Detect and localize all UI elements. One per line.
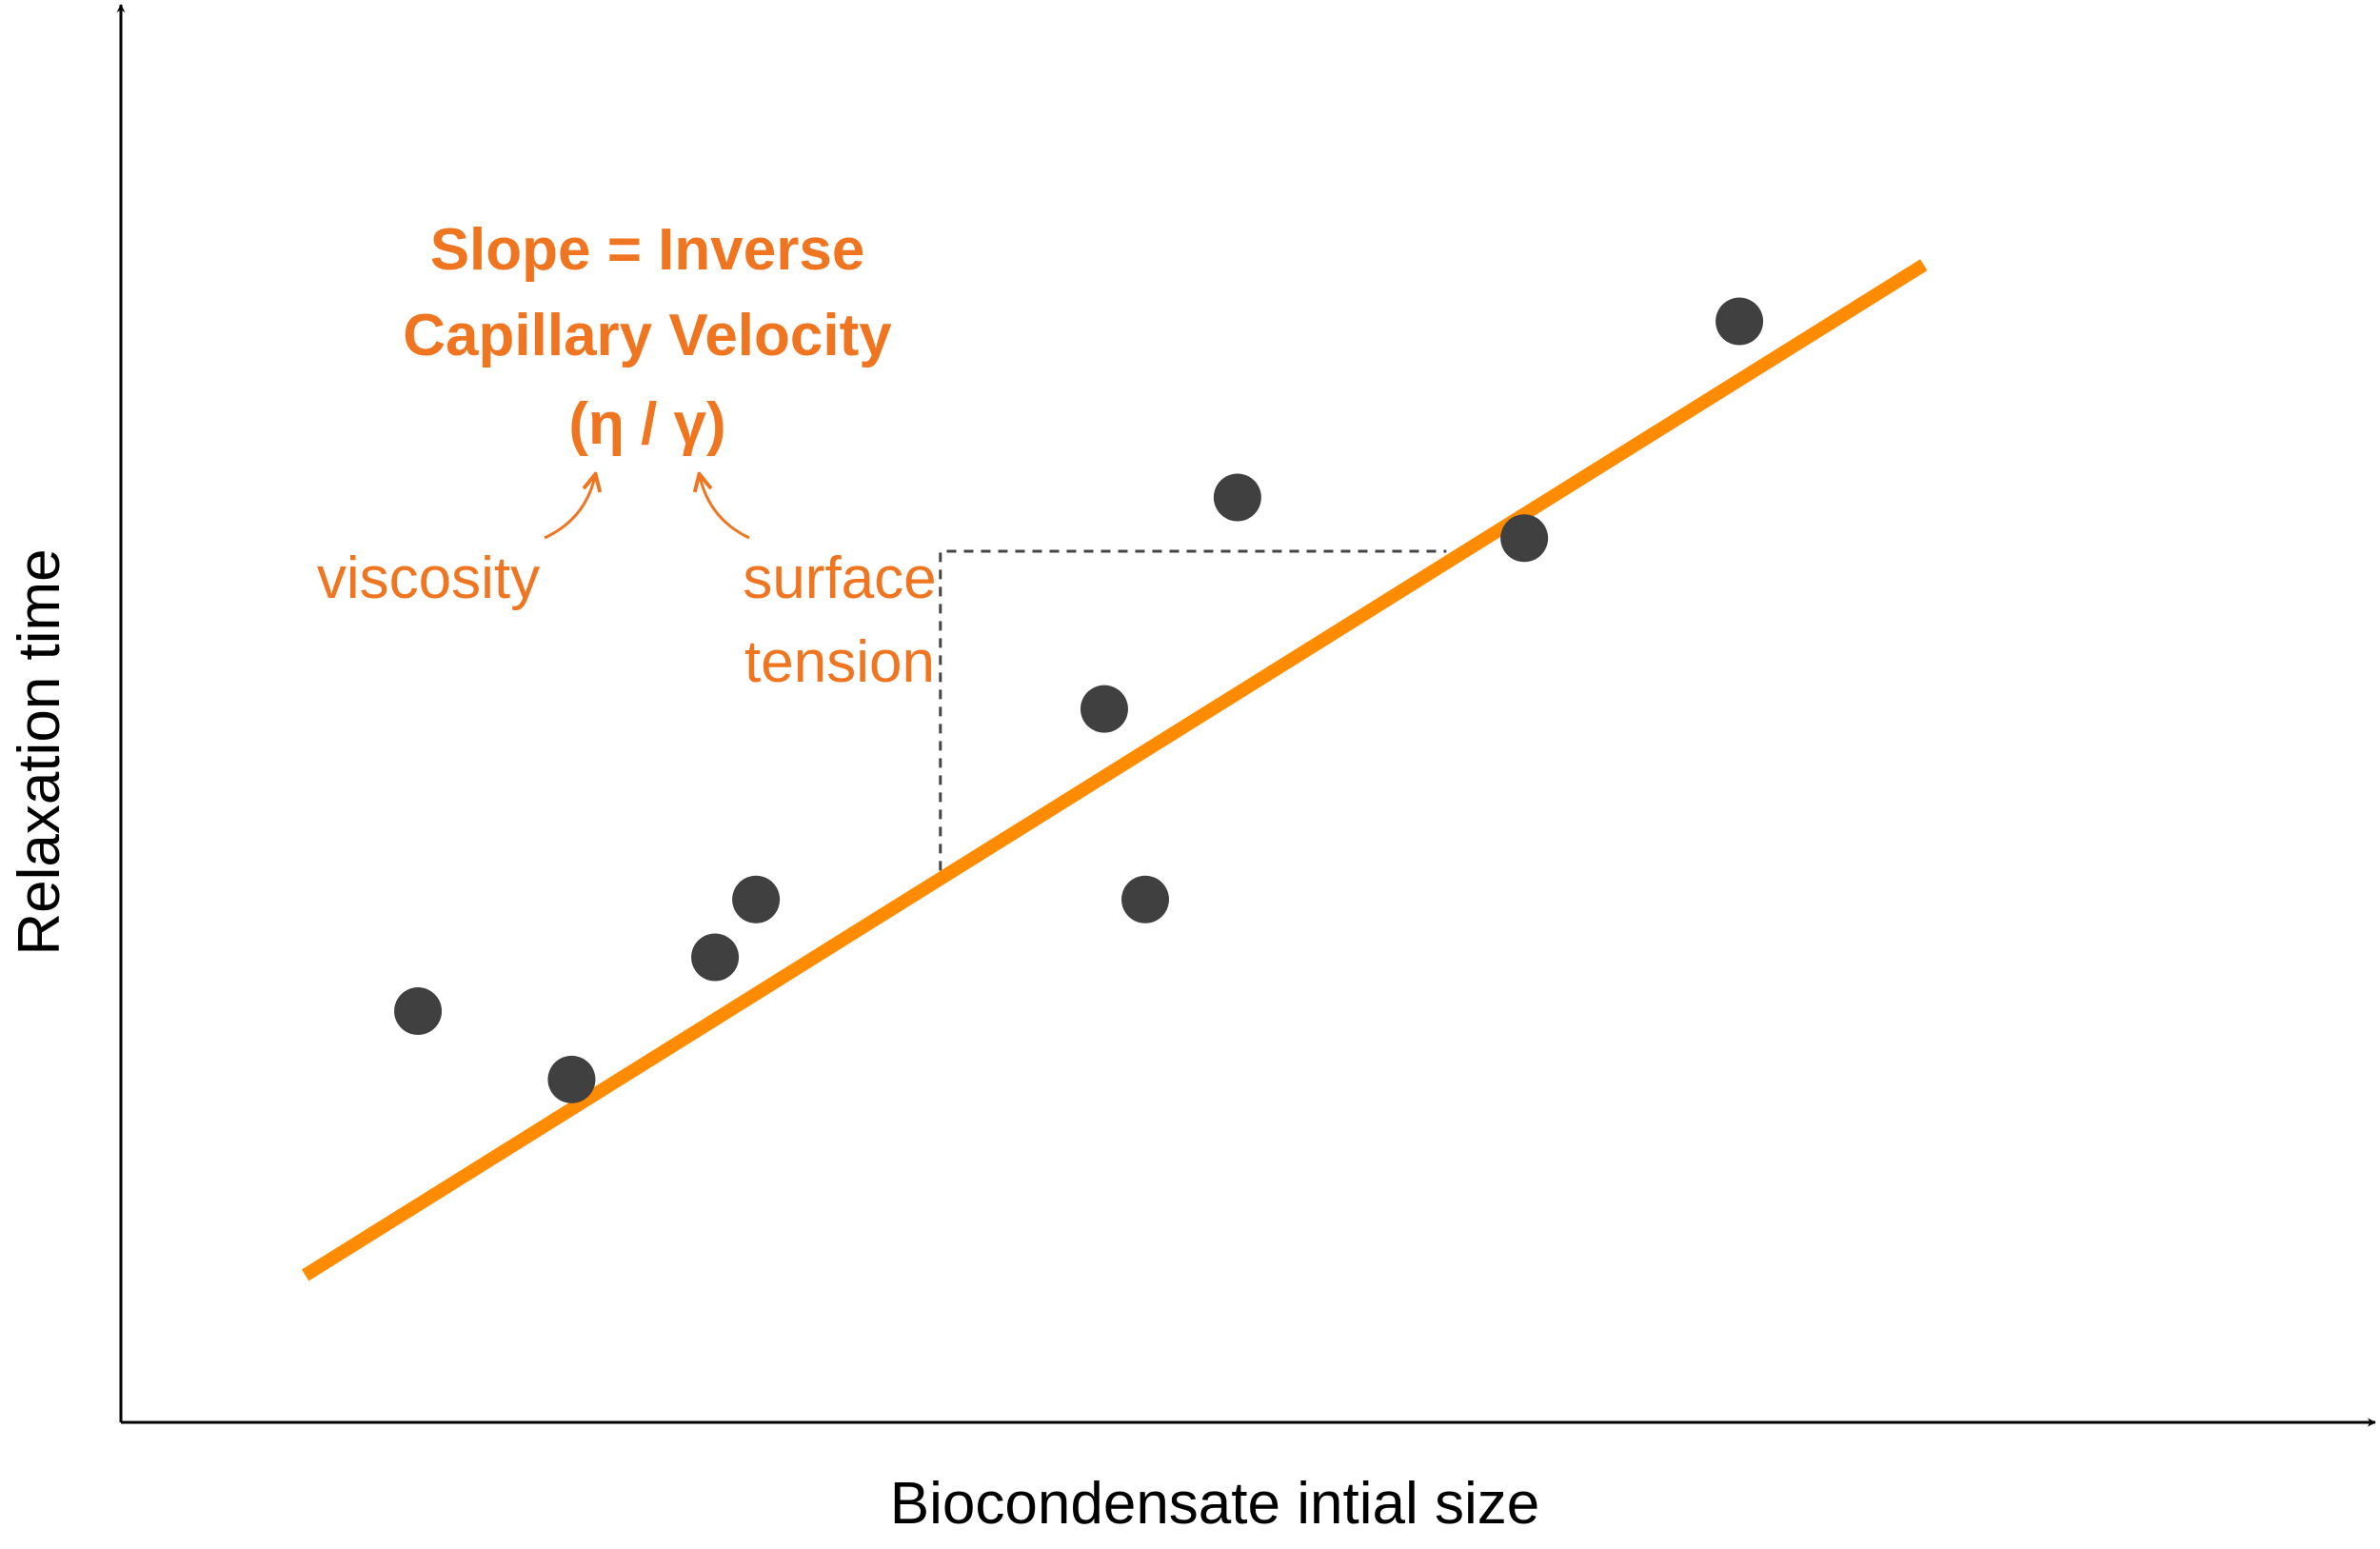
fit-line <box>301 259 1928 1281</box>
slope-annotation: Slope = Inverse Capillary Velocity (η / … <box>403 217 892 457</box>
data-point-6 <box>1121 875 1169 923</box>
slope-text-line-1: Slope = Inverse <box>430 217 865 283</box>
eta-arrow <box>544 476 595 540</box>
slope-text-line-3: (η / γ) <box>568 391 725 457</box>
slope-text-line-2: Capillary Velocity <box>403 303 892 368</box>
data-point-4 <box>732 875 781 923</box>
gamma-arrow <box>700 476 750 540</box>
data-point-3 <box>691 933 740 982</box>
surface-label: surface <box>743 546 936 611</box>
x-axis-label: Biocondensate intial size <box>890 1471 1539 1537</box>
data-point-7 <box>1213 473 1261 522</box>
data-point-2 <box>547 1055 596 1103</box>
data-point-9 <box>1716 297 1764 346</box>
data-point-5 <box>1080 685 1128 733</box>
data-points <box>394 297 1764 1103</box>
data-point-1 <box>394 987 443 1036</box>
data-point-8 <box>1500 514 1549 563</box>
viscosity-label: viscosity <box>317 546 540 611</box>
slope-triangle <box>939 549 1447 871</box>
y-axis-label: Relaxation time <box>7 548 72 955</box>
tension-label: tension <box>744 629 935 695</box>
